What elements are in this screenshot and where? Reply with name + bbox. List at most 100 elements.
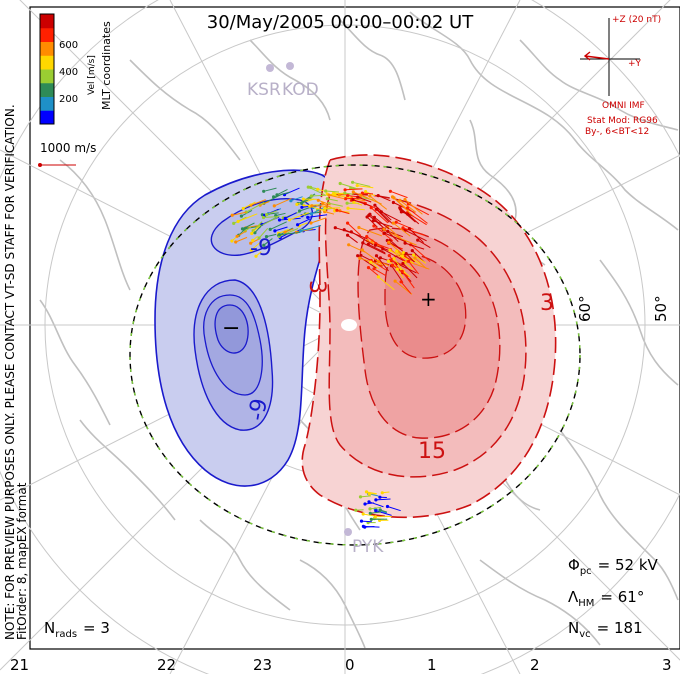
colorbar-tick-400: 400 <box>59 67 78 78</box>
velocity-vector <box>378 261 390 267</box>
velocity-vector <box>351 231 374 246</box>
velocity-vector <box>352 199 373 208</box>
velocity-vector <box>414 257 427 270</box>
velocity-vector <box>255 251 262 257</box>
velocity-vector <box>398 237 417 246</box>
velocity-vector <box>378 195 391 202</box>
velocity-vector <box>393 197 414 217</box>
colorbar-cell <box>40 41 54 56</box>
velocity-vector <box>263 238 273 246</box>
velocity-vector <box>334 194 351 199</box>
imf-vector-head <box>583 51 591 61</box>
velocity-vector <box>357 196 372 203</box>
velocity-vector <box>382 248 405 262</box>
contour-maximum-marker: + <box>420 287 437 311</box>
velocity-vector <box>383 233 394 242</box>
velocity-vector <box>263 216 280 218</box>
velocity-vector <box>266 233 277 238</box>
coastlines <box>39 11 679 649</box>
velocity-vector <box>392 264 409 278</box>
velocity-vector <box>276 188 288 196</box>
velocity-vector <box>328 202 343 207</box>
velocity-vector <box>387 506 401 512</box>
colorbar-cell <box>40 69 54 84</box>
imf-z-label: +Z (20 nT) <box>612 15 661 25</box>
positive-potential-cell <box>301 154 557 519</box>
fit-order-note: FitOrder: 8, mapEX format <box>15 482 29 640</box>
colorbar-outline <box>39 13 55 125</box>
velocity-vector <box>279 231 301 236</box>
velocity-vector <box>284 187 300 196</box>
colorbar-cell <box>40 55 54 70</box>
velocity-vector <box>347 234 358 244</box>
stations: KSR KOD PYK <box>247 62 384 557</box>
stat-lambda-hm: ΛHM = 61° <box>568 588 644 609</box>
velocity-vector <box>363 513 376 517</box>
scale-vector-label: 1000 m/s <box>40 141 96 155</box>
preview-note: NOTE: FOR PREVIEW PURPOSES ONLY. PLEASE … <box>3 104 17 640</box>
velocity-vector <box>404 199 423 215</box>
velocity-vector <box>300 225 322 232</box>
mlt-hour-23: 23 <box>253 656 272 674</box>
velocity-vector <box>324 211 335 215</box>
velocity-vector <box>366 491 377 495</box>
stat-nrads-subscript: rads <box>55 629 77 640</box>
velocity-vector <box>369 213 382 227</box>
velocity-vector <box>370 511 381 514</box>
contour-label-pos-b: 3 <box>540 291 554 316</box>
velocity-vector <box>335 227 353 234</box>
velocity-vector <box>290 196 303 202</box>
velocity-vector <box>250 240 263 251</box>
velocity-vector <box>336 209 350 214</box>
map-title: 30/May/2005 00:00–00:02 UT <box>207 12 474 33</box>
velocity-vector <box>362 242 386 255</box>
velocity-vector <box>279 228 299 237</box>
velocity-vector <box>340 183 357 189</box>
imf-model: Stat Mod: RG96 <box>587 116 658 126</box>
velocity-vector <box>369 195 388 210</box>
velocity-vector <box>307 214 328 218</box>
velocity-vector <box>251 227 258 234</box>
imf-condition: By-, 6<BT<12 <box>585 127 649 137</box>
velocity-vector <box>274 197 292 207</box>
velocity-vectors <box>230 180 431 529</box>
colorbar-cell <box>40 14 54 29</box>
mlt-hour-0: 0 <box>345 656 355 674</box>
velocity-vector <box>390 190 408 199</box>
velocity-vector <box>403 261 414 270</box>
velocity-vector <box>266 210 278 216</box>
vector-origin <box>325 197 329 201</box>
velocity-vector <box>368 243 386 254</box>
velocity-vector <box>258 227 269 239</box>
vector-origin <box>333 226 337 230</box>
velocity-vector <box>380 509 388 513</box>
stat-phi-value: = 52 kV <box>598 556 659 574</box>
velocity-vector <box>347 222 362 236</box>
velocity-vector <box>250 199 266 206</box>
stat-nvc-subscript: vc <box>579 629 590 640</box>
velocity-vector <box>318 199 331 206</box>
velocity-vector <box>237 213 258 222</box>
vector-origin <box>230 213 234 217</box>
station-kod-marker <box>286 62 294 70</box>
colorbar-cell <box>40 110 54 125</box>
velocity-vector <box>289 212 309 221</box>
stat-n-vc: Nvc = 181 <box>568 619 643 640</box>
imf-source: OMNI IMF <box>602 101 645 111</box>
velocity-vector <box>378 276 395 291</box>
velocity-vector <box>369 506 382 510</box>
colorbar-cell <box>40 82 54 97</box>
latitude-label-50: 50° <box>652 295 670 322</box>
velocity-vector <box>252 221 263 232</box>
velocity-vector <box>361 520 372 523</box>
contour-label-neg-a: -9 <box>250 236 272 261</box>
velocity-vector <box>357 185 374 189</box>
velocity-vector <box>245 225 258 229</box>
velocity-vector <box>347 207 365 211</box>
velocity-vector <box>396 268 404 279</box>
vector-origin <box>352 200 356 204</box>
positive-cell-core <box>384 253 467 359</box>
velocity-vector <box>402 270 411 278</box>
velocity-vector <box>238 226 248 236</box>
